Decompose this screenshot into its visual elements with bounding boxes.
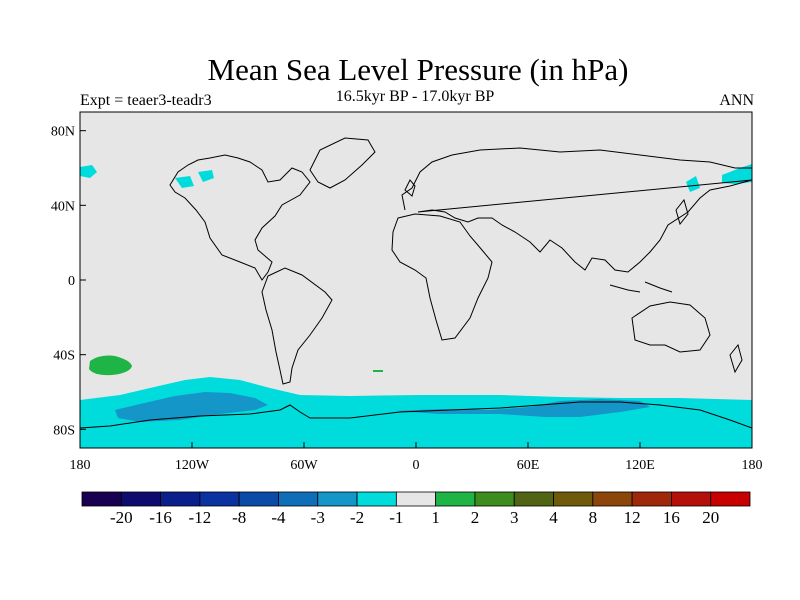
lon-tick-label: 180	[70, 458, 91, 473]
colorbar-swatch	[238, 491, 279, 507]
colorbar-label: -12	[189, 508, 212, 527]
coastlines	[80, 137, 752, 429]
lat-tick-label: 80N	[51, 125, 75, 140]
colorbar-swatch	[631, 491, 672, 507]
lon-tick-label: 120E	[625, 458, 655, 473]
small-anomaly-patch	[373, 370, 383, 372]
experiment-label: Expt = teaer3-teadr3	[80, 92, 212, 109]
colorbar-label: 16	[663, 508, 680, 527]
colorbar-label: -1	[389, 508, 403, 527]
lat-tick-label: 0	[68, 274, 75, 289]
season-label: ANN	[719, 92, 754, 109]
colorbar-swatch	[317, 491, 358, 507]
colorbar-swatch	[592, 491, 633, 507]
colorbar-label: 4	[549, 508, 558, 527]
north-america-coast	[169, 154, 311, 281]
colorbar-swatch	[199, 491, 240, 507]
uk-coast	[404, 179, 416, 197]
plot-subtitle: 16.5kyr BP - 17.0kyr BP	[335, 88, 495, 105]
colorbar-label: 2	[471, 508, 480, 527]
colorbar-label: -16	[149, 508, 172, 527]
colorbar-swatch	[81, 491, 122, 507]
greenland-coast	[309, 137, 376, 189]
eurasia-coast	[401, 147, 752, 273]
lon-tick-label: 180	[742, 458, 763, 473]
north-pacific-anomaly-patch	[80, 165, 97, 178]
southern-ocean-strong-anomaly	[115, 392, 268, 422]
bering-anomaly-patch	[722, 164, 752, 184]
colorbar: -20 -16 -12 -8 -4 -3 -2 -1 1 2 3 4 8 12 16 20	[81, 491, 751, 527]
japan-coast	[675, 198, 689, 226]
colorbar-label: -8	[232, 508, 246, 527]
colorbar-label: -2	[350, 508, 364, 527]
colorbar-label: 12	[624, 508, 641, 527]
colorbar-label: 3	[510, 508, 519, 527]
colorbar-swatch	[435, 491, 476, 507]
lon-tick-label: 0	[413, 458, 420, 473]
alaska-anomaly-patch	[175, 176, 194, 188]
lat-tick-label: 40S	[53, 349, 75, 364]
colorbar-swatch	[120, 491, 161, 507]
australia-coast	[631, 301, 711, 353]
antarctica-coast	[80, 401, 752, 429]
colorbar-swatch	[513, 491, 554, 507]
africa-coast	[391, 213, 493, 341]
lat-tick-label: 80S	[53, 423, 75, 438]
indonesia-coast	[609, 281, 673, 293]
colorbar-label: 20	[702, 508, 719, 527]
colorbar-swatch	[671, 491, 712, 507]
southern-ocean-anomaly-band	[80, 377, 752, 448]
colorbar-swatch	[553, 491, 594, 507]
colorbar-swatch	[395, 491, 437, 507]
southern-ocean-strong-anomaly	[395, 399, 650, 417]
colorbar-swatch	[278, 491, 319, 507]
colorbar-swatch	[474, 491, 515, 507]
plot-title: Mean Sea Level Pressure (in hPa)	[207, 52, 629, 87]
lon-tick-label: 60E	[517, 458, 540, 473]
colorbar-label: 1	[431, 508, 440, 527]
colorbar-label: -3	[311, 508, 325, 527]
south-pacific-positive-anomaly	[89, 355, 132, 376]
alaska-anomaly-patch	[198, 170, 214, 182]
lon-tick-label: 60W	[290, 458, 318, 473]
colorbar-swatch	[710, 491, 751, 507]
colorbar-label: 8	[589, 508, 598, 527]
south-america-coast	[261, 267, 333, 385]
lat-tick-label: 40N	[51, 199, 75, 214]
colorbar-swatch	[160, 491, 201, 507]
colorbar-label: -20	[110, 508, 133, 527]
axis-ticks: 180 120W 60W 0 60E 120E 180 80N 40N 0 40S 80S	[51, 125, 763, 473]
pressure-anomaly-field	[80, 137, 752, 448]
kamchatka-anomaly-patch	[686, 176, 700, 192]
new-zealand-coast	[729, 343, 743, 374]
colorbar-label: -4	[271, 508, 286, 527]
colorbar-swatch	[356, 491, 397, 507]
lon-tick-label: 120W	[175, 458, 210, 473]
